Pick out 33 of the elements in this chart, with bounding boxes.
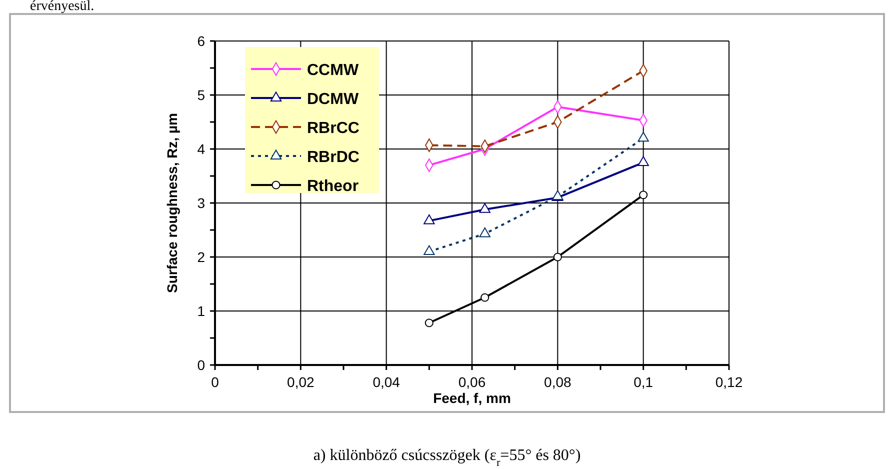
y-tick-label: 1 xyxy=(197,303,206,319)
text: a) különböző csúcsszögek (ε$_{r}$=55° és 80°) xyxy=(313,447,581,469)
x-tick-label: 0,04 xyxy=(372,374,400,390)
x-tick-label: 0,02 xyxy=(287,374,315,390)
y-axis-title: Surface roughness, Rz, µm xyxy=(164,113,180,293)
point xyxy=(638,132,649,142)
text: érvényesül. xyxy=(30,0,94,14)
x-tick-label: 0,12 xyxy=(715,374,743,390)
point xyxy=(553,252,562,262)
x-tick-label: 0 xyxy=(211,374,220,390)
x-axis-title: Feed, f, mm xyxy=(433,390,511,406)
y-tick-label: 5 xyxy=(197,87,206,103)
y-tick-label: 0 xyxy=(197,357,206,373)
point xyxy=(424,318,434,328)
point xyxy=(424,214,435,224)
legend-label: RBrCC xyxy=(307,120,360,137)
y-tick-label: 3 xyxy=(197,195,206,211)
legend-label: DCMW xyxy=(307,91,360,108)
legend-label: RBrDC xyxy=(307,149,360,166)
y-tick-label: 2 xyxy=(197,249,206,265)
point xyxy=(480,293,490,302)
x-tick-label: 0,1 xyxy=(634,374,654,390)
x-tick-label: 0,06 xyxy=(458,374,486,390)
point xyxy=(479,203,490,213)
y-tick-label: 6 xyxy=(197,33,206,49)
legend-label: Rtheor xyxy=(307,178,359,195)
y-tick-label: 4 xyxy=(197,141,206,157)
point xyxy=(639,190,648,200)
point xyxy=(424,245,435,256)
x-tick-label: 0,08 xyxy=(544,374,572,390)
point xyxy=(479,227,490,238)
legend-label: CCMW xyxy=(307,62,360,79)
point xyxy=(638,156,649,166)
